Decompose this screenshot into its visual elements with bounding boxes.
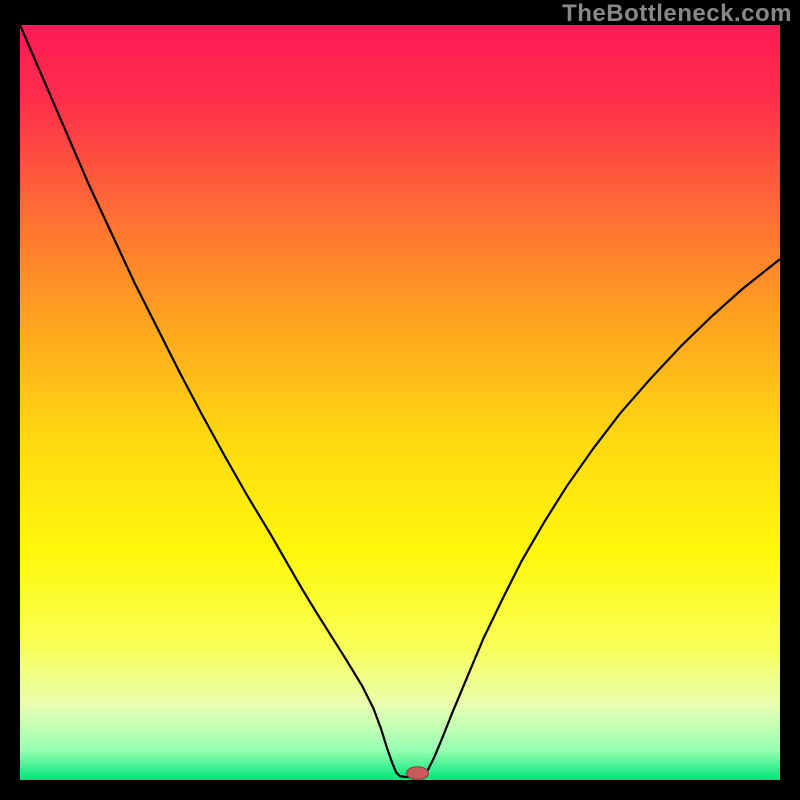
chart-container: TheBottleneck.com	[0, 0, 800, 800]
watermark-text: TheBottleneck.com	[562, 0, 792, 28]
bottleneck-chart	[20, 25, 780, 780]
gradient-background	[20, 25, 780, 780]
optimal-point-marker	[406, 767, 428, 780]
